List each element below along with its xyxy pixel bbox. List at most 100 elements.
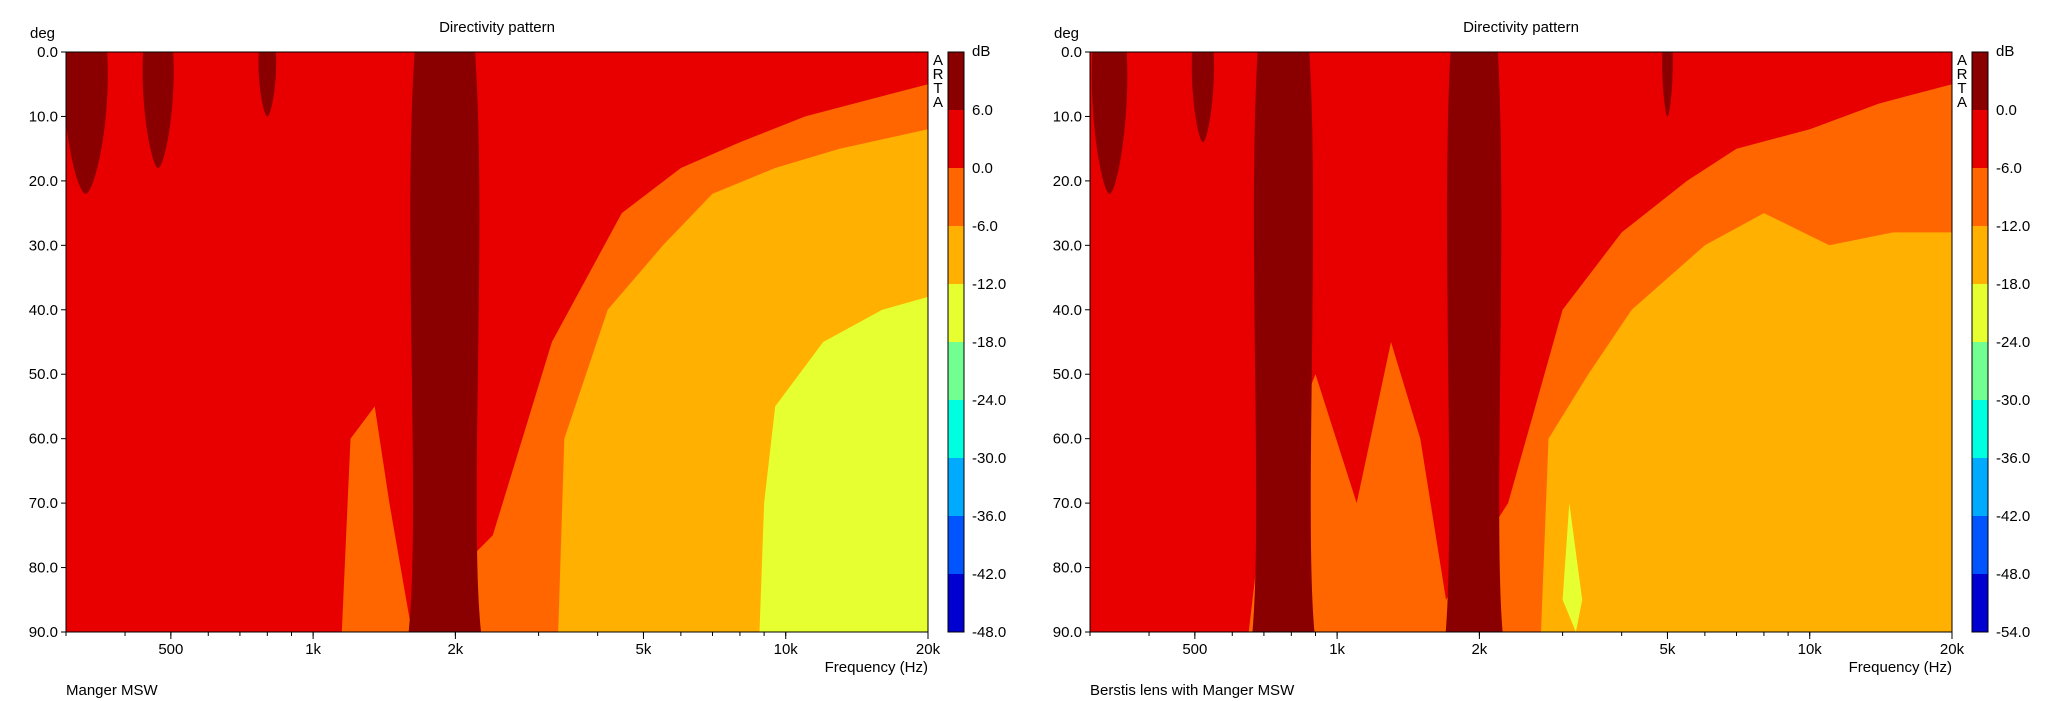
x-tick-label: 1k bbox=[1329, 641, 1345, 658]
y-tick-label: 70.0 bbox=[29, 495, 58, 512]
heatmap-contours bbox=[66, 52, 928, 632]
x-tick-label: 500 bbox=[158, 641, 183, 658]
y-tick-label: 0.0 bbox=[1061, 44, 1082, 61]
beam-band bbox=[1662, 52, 1673, 117]
beam-band bbox=[66, 52, 108, 194]
colorbar-segment bbox=[948, 52, 964, 111]
directivity-chart-right: Directivity pattern deg 0.0 10.0 20.0 30.0 40.… bbox=[1024, 0, 2048, 701]
colorbar-segment bbox=[948, 400, 964, 459]
x-tick-label: 10k bbox=[774, 641, 799, 658]
watermark-letter: A bbox=[1957, 52, 1967, 69]
x-tick-label: 20k bbox=[1940, 641, 1965, 658]
colorbar-segment bbox=[1972, 226, 1988, 285]
y-axis-label: deg bbox=[30, 25, 55, 42]
colorbar-segment bbox=[948, 110, 964, 169]
y-axis-label: deg bbox=[1054, 25, 1079, 42]
colorbar-label: -42.0 bbox=[972, 566, 1006, 583]
colorbar-label: -12.0 bbox=[972, 276, 1006, 293]
y-tick-label: 20.0 bbox=[29, 173, 58, 190]
beam-band bbox=[142, 52, 174, 168]
contour-band bbox=[759, 296, 928, 632]
beam-band bbox=[1252, 52, 1315, 632]
colorbar-segment bbox=[1972, 342, 1988, 401]
y-tick-label: 50.0 bbox=[1053, 366, 1082, 383]
colorbar-segment bbox=[1972, 284, 1988, 343]
watermark-letter: A bbox=[1957, 94, 1967, 111]
y-tick-label: 60.0 bbox=[29, 431, 58, 448]
chart-caption: Manger MSW bbox=[66, 682, 159, 699]
directivity-chart-left: Directivity pattern deg 0.0 10.0 20.0 30.0 40.… bbox=[29, 19, 1006, 699]
beam-band bbox=[1091, 52, 1128, 194]
colorbar-label: -36.0 bbox=[1996, 450, 2030, 467]
y-tick-label: 10.0 bbox=[1053, 108, 1082, 125]
colorbar-segment bbox=[1972, 574, 1988, 633]
y-tick-label: 40.0 bbox=[1053, 302, 1082, 319]
colorbar-frame bbox=[1971, 51, 1989, 633]
plot-frame bbox=[65, 51, 929, 633]
chart-title: Directivity pattern bbox=[1463, 19, 1579, 36]
colorbar-label: 0.0 bbox=[1996, 102, 2017, 119]
colorbar-segment bbox=[1972, 516, 1988, 575]
colorbar-segment bbox=[948, 342, 964, 401]
colorbar-segment bbox=[948, 284, 964, 343]
y-tick-label: 30.0 bbox=[29, 237, 58, 254]
colorbar-label: -48.0 bbox=[972, 624, 1006, 641]
colorbar-segment bbox=[1972, 458, 1988, 517]
colorbar-segment bbox=[1972, 400, 1988, 459]
directivity-plot-svg: Directivity pattern deg 0.0 10.0 20.0 30.0 40.… bbox=[1053, 19, 2030, 699]
y-tick-label: 30.0 bbox=[1053, 237, 1082, 254]
y-tick-label: 20.0 bbox=[1053, 173, 1082, 190]
watermark-letter: A bbox=[933, 52, 943, 69]
colorbar-label: -24.0 bbox=[972, 392, 1006, 409]
y-tick-label: 80.0 bbox=[29, 560, 58, 577]
colorbar-unit: dB bbox=[1996, 43, 2014, 60]
colorbar-label: 6.0 bbox=[972, 102, 993, 119]
colorbar-label: 0.0 bbox=[972, 160, 993, 177]
y-tick-label: 60.0 bbox=[1053, 431, 1082, 448]
directivity-plot-svg: Directivity pattern deg 0.0 10.0 20.0 30.0 40.… bbox=[29, 19, 1006, 699]
watermark-letter: T bbox=[1957, 80, 1966, 97]
chart-title: Directivity pattern bbox=[439, 19, 555, 36]
colorbar-unit: dB bbox=[972, 43, 990, 60]
colorbar-segment bbox=[1972, 52, 1988, 111]
colorbar-label: -18.0 bbox=[1996, 276, 2030, 293]
colorbar-segment bbox=[948, 458, 964, 517]
colorbar-segment bbox=[948, 168, 964, 227]
watermark-letter: T bbox=[933, 80, 942, 97]
y-tick-label: 0.0 bbox=[37, 44, 58, 61]
colorbar-label: -54.0 bbox=[1996, 624, 2030, 641]
beam-band bbox=[1191, 52, 1215, 143]
watermark-letter: A bbox=[933, 94, 943, 111]
colorbar-label: -18.0 bbox=[972, 334, 1006, 351]
x-tick-label: 2k bbox=[447, 641, 463, 658]
colorbar-label: -6.0 bbox=[972, 218, 998, 235]
heatmap-contours bbox=[1091, 52, 1952, 632]
x-axis-label: Frequency (Hz) bbox=[1849, 659, 1952, 676]
colorbar-label: -42.0 bbox=[1996, 508, 2030, 525]
x-tick-label: 1k bbox=[305, 641, 321, 658]
x-tick-label: 10k bbox=[1798, 641, 1823, 658]
y-tick-label: 70.0 bbox=[1053, 495, 1082, 512]
colorbar-label: -12.0 bbox=[1996, 218, 2030, 235]
colorbar-frame bbox=[947, 51, 965, 633]
y-tick-label: 90.0 bbox=[29, 624, 58, 641]
beam-band bbox=[258, 52, 277, 117]
colorbar-label: -48.0 bbox=[1996, 566, 2030, 583]
colorbar-segment bbox=[948, 574, 964, 633]
y-tick-label: 40.0 bbox=[29, 302, 58, 319]
x-tick-label: 2k bbox=[1471, 641, 1487, 658]
colorbar-label: -36.0 bbox=[972, 508, 1006, 525]
contour-band bbox=[1541, 213, 1952, 632]
colorbar-segment bbox=[1972, 168, 1988, 227]
colorbar-segment bbox=[948, 226, 964, 285]
x-tick-label: 500 bbox=[1182, 641, 1207, 658]
watermark-letter: R bbox=[933, 66, 944, 83]
watermark-letter: R bbox=[1957, 66, 1968, 83]
beam-band bbox=[408, 52, 482, 632]
colorbar-label: -24.0 bbox=[1996, 334, 2030, 351]
colorbar-label: -30.0 bbox=[972, 450, 1006, 467]
chart-caption: Berstis lens with Manger MSW bbox=[1090, 682, 1295, 699]
x-axis-label: Frequency (Hz) bbox=[825, 659, 928, 676]
x-tick-label: 20k bbox=[916, 641, 941, 658]
beam-band bbox=[1445, 52, 1503, 632]
